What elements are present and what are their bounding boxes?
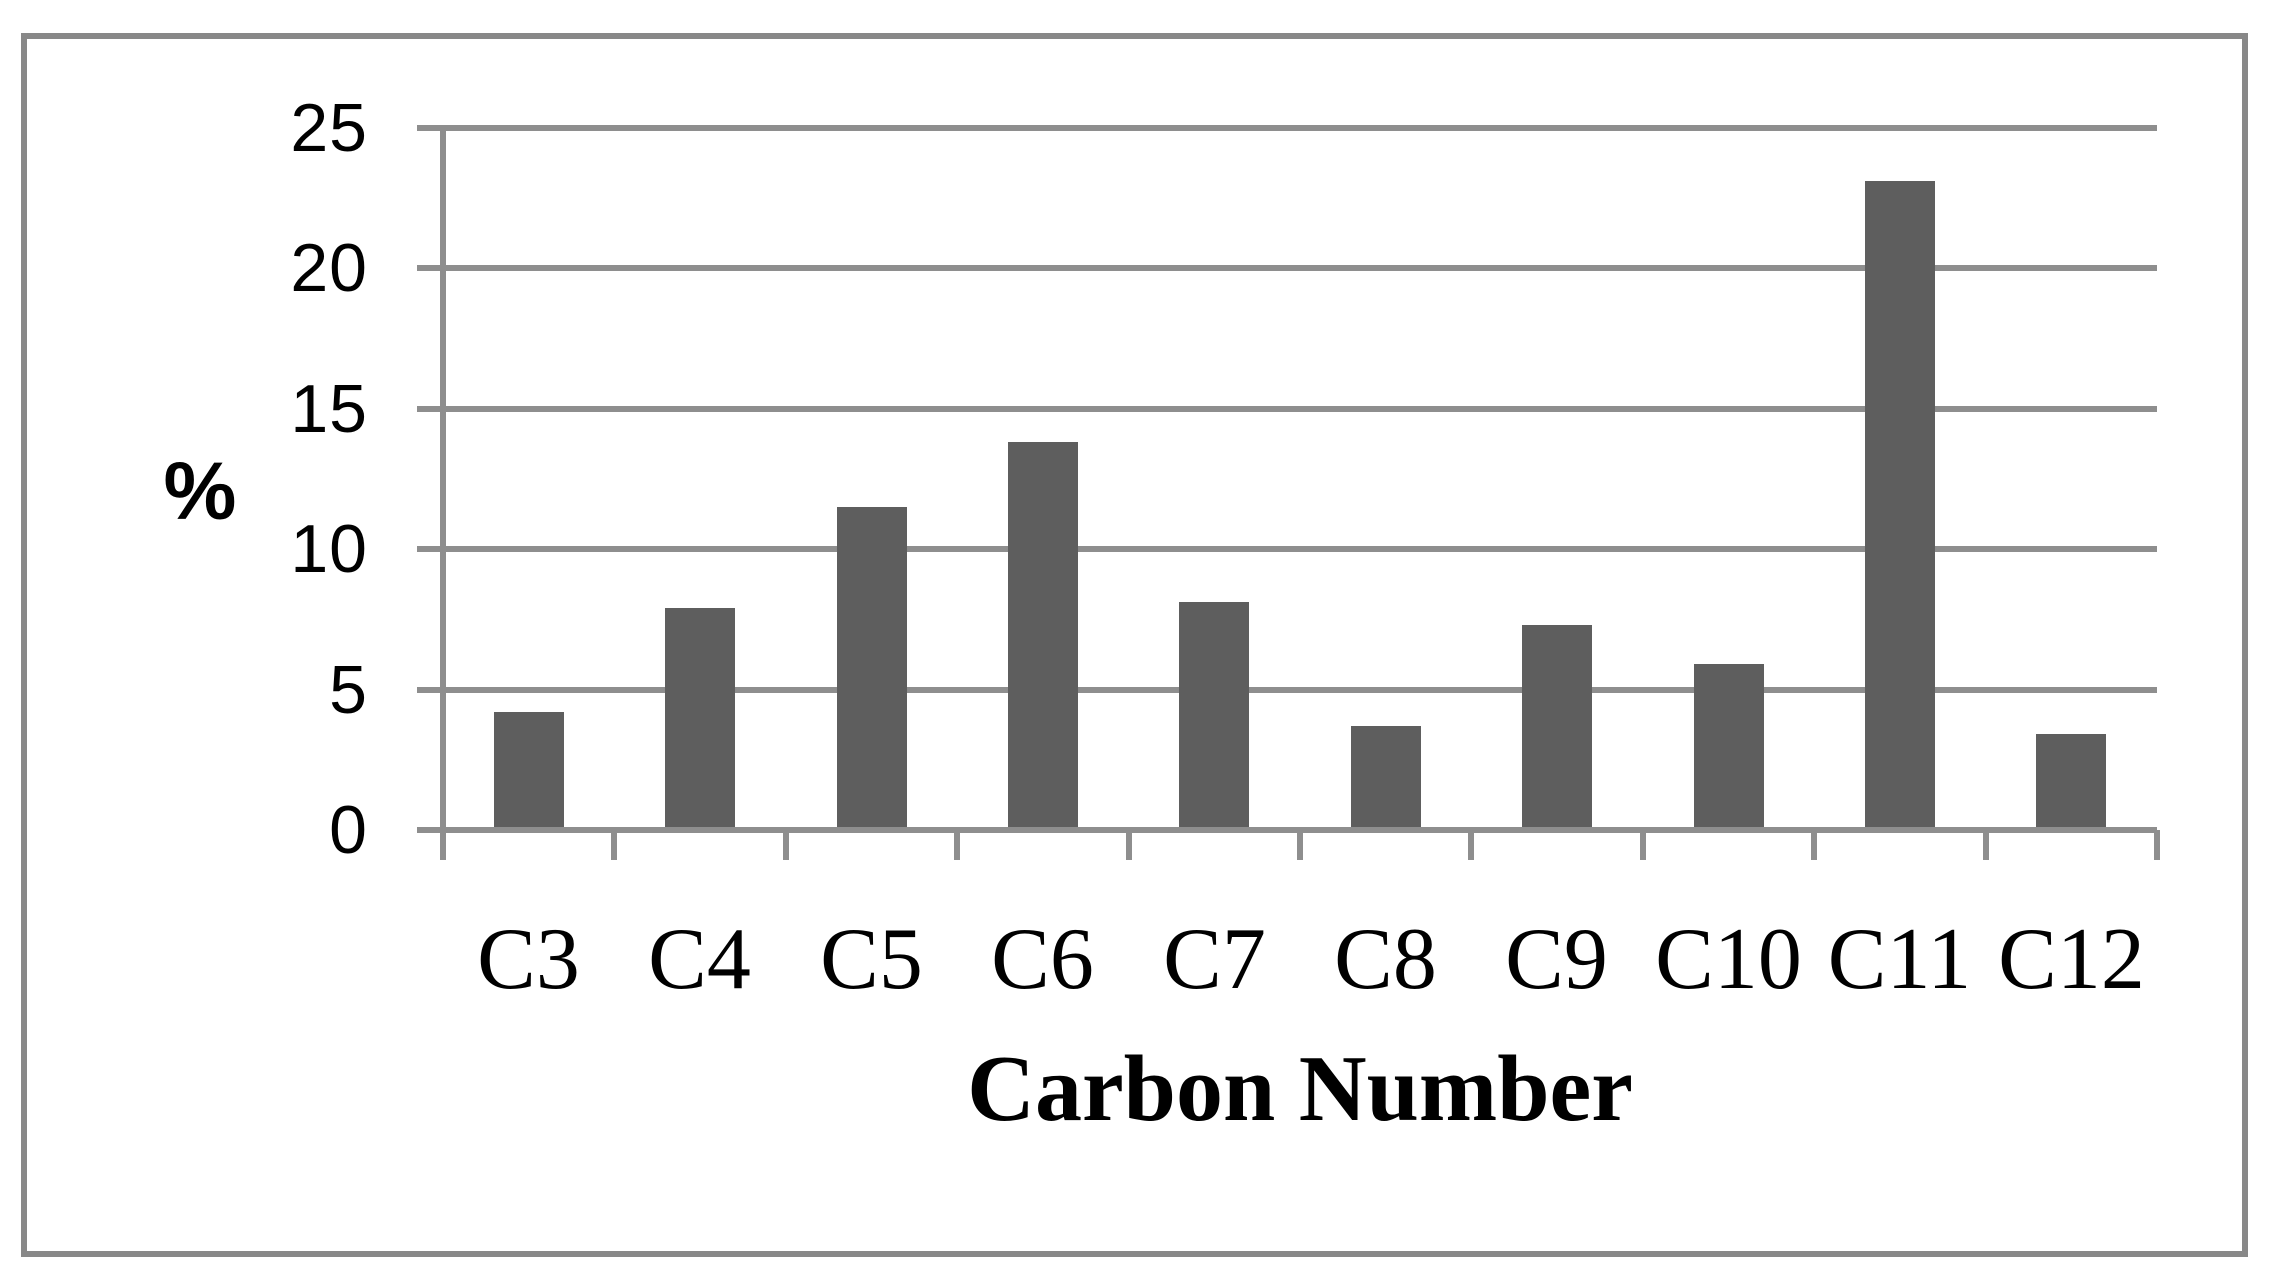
gridline-20 xyxy=(417,265,2157,271)
y-tick-label-10: 10 xyxy=(290,511,368,587)
x-axis-title: Carbon Number xyxy=(967,1037,1633,1141)
gridline-10 xyxy=(417,546,2157,552)
x-tick-label-C5: C5 xyxy=(820,911,923,1008)
x-axis-tick-2 xyxy=(783,830,789,860)
x-tick-label-C6: C6 xyxy=(991,911,1094,1008)
bar-C6 xyxy=(1008,442,1078,830)
y-tick-label-5: 5 xyxy=(329,652,368,728)
bar-C5 xyxy=(837,507,907,830)
bar-C8 xyxy=(1351,726,1421,830)
bar-C9 xyxy=(1522,625,1592,830)
x-tick-label-C10: C10 xyxy=(1655,911,1802,1008)
x-tick-label-C8: C8 xyxy=(1334,911,1437,1008)
x-tick-label-C3: C3 xyxy=(477,911,580,1008)
x-axis-tick-8 xyxy=(1811,830,1817,860)
gridline-25 xyxy=(417,124,2157,131)
x-axis-tick-1 xyxy=(611,830,617,860)
x-axis-tick-6 xyxy=(1468,830,1474,860)
bar-C7 xyxy=(1179,602,1249,830)
y-tick-label-25: 25 xyxy=(290,90,368,166)
x-tick-label-C7: C7 xyxy=(1163,911,1266,1008)
y-tick-label-15: 15 xyxy=(290,371,368,447)
x-tick-label-C12: C12 xyxy=(1998,911,2145,1008)
gridline-15 xyxy=(417,405,2157,412)
x-axis-line xyxy=(417,827,2157,833)
x-axis-tick-5 xyxy=(1297,830,1303,860)
bar-C4 xyxy=(665,608,735,830)
x-axis-tick-0 xyxy=(440,830,446,860)
y-axis-line xyxy=(440,124,446,860)
x-axis-tick-10 xyxy=(2154,830,2160,860)
x-tick-label-C11: C11 xyxy=(1827,911,1972,1008)
x-tick-label-C9: C9 xyxy=(1505,911,1608,1008)
bar-C3 xyxy=(494,712,564,830)
x-axis-tick-3 xyxy=(954,830,960,860)
x-axis-tick-7 xyxy=(1640,830,1646,860)
y-tick-label-20: 20 xyxy=(290,230,368,306)
x-axis-tick-9 xyxy=(1983,830,1989,860)
gridline-5 xyxy=(417,686,2157,693)
x-axis-tick-4 xyxy=(1126,830,1132,860)
x-tick-label-C4: C4 xyxy=(648,911,751,1008)
bar-C10 xyxy=(1694,664,1764,830)
bar-C11 xyxy=(1865,181,1935,830)
bar-C12 xyxy=(2036,734,2106,830)
y-tick-label-0: 0 xyxy=(329,792,368,868)
y-axis-title: % xyxy=(163,446,237,537)
